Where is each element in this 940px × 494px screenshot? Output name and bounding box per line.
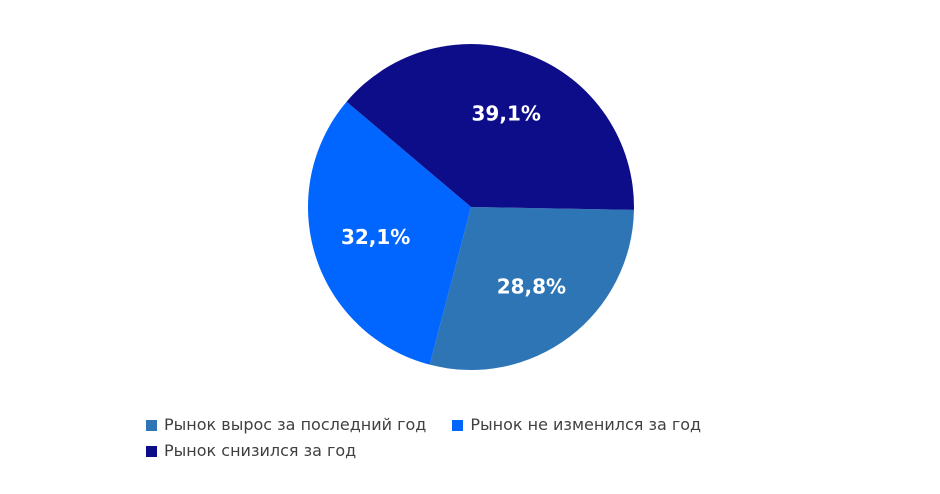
pie-chart: 28,8% 32,1% 39,1% (308, 43, 634, 370)
legend-label-grew: Рынок вырос за последний год (164, 415, 427, 434)
pie-slice-declined (346, 43, 634, 210)
legend-swatch-grew (146, 419, 157, 431)
legend-item-grew: Рынок вырос за последний год (146, 412, 426, 438)
legend-item-unchanged: Рынок не изменился за год (452, 412, 701, 438)
legend-label-unchanged: Рынок не изменился за год (470, 415, 702, 434)
legend: Рынок вырос за последний год Рынок не из… (146, 412, 746, 464)
data-label-declined: 39,1% (472, 101, 541, 125)
legend-swatch-declined (146, 445, 157, 457)
legend-swatch-unchanged (452, 419, 464, 431)
legend-row-2: Рынок снизился за год (146, 438, 746, 464)
legend-item-declined: Рынок снизился за год (146, 438, 356, 464)
data-label-grew: 28,8% (497, 275, 566, 299)
pie-slice-grew (429, 207, 634, 370)
legend-row-1: Рынок вырос за последний год Рынок не из… (146, 412, 746, 438)
legend-label-declined: Рынок снизился за год (164, 441, 357, 460)
data-label-unchanged: 32,1% (341, 225, 410, 249)
pie-slice-unchanged (308, 101, 471, 365)
